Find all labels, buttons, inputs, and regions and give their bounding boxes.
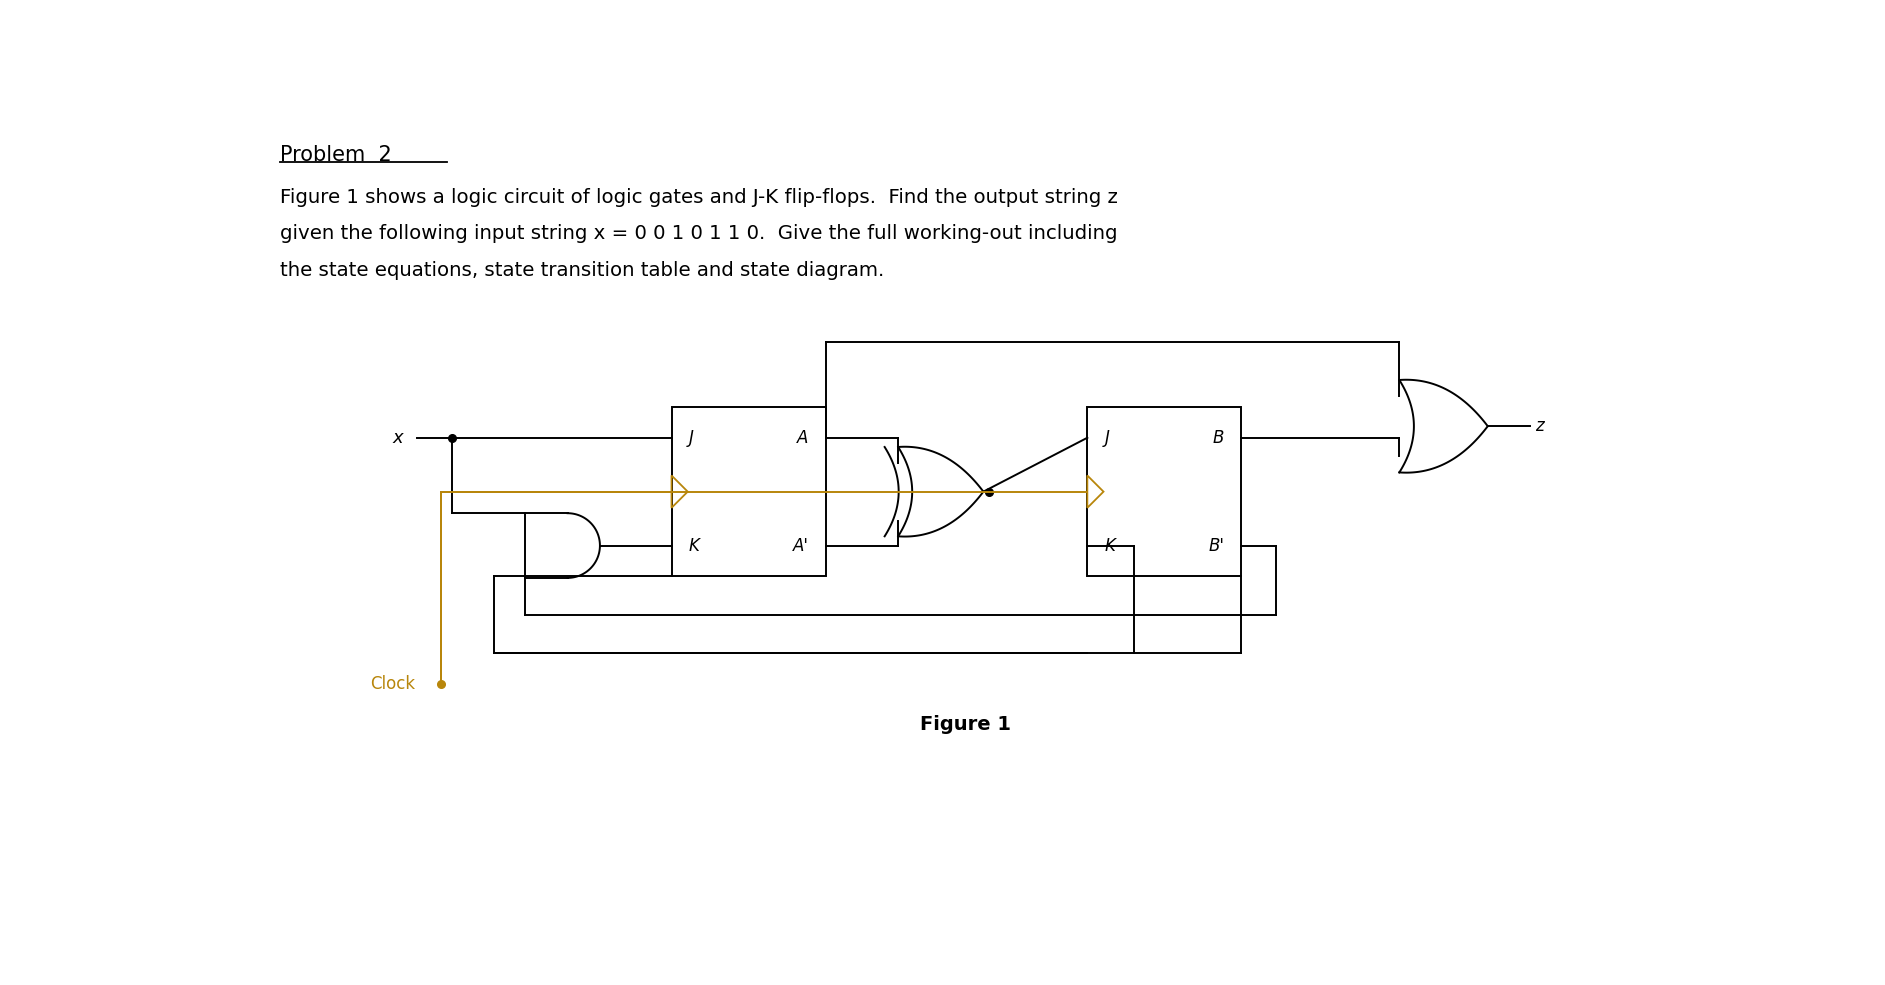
- Text: Figure 1: Figure 1: [920, 715, 1010, 734]
- Text: z: z: [1536, 418, 1544, 435]
- Text: A: A: [797, 428, 809, 447]
- Text: J: J: [1105, 428, 1108, 447]
- Text: B: B: [1214, 428, 1225, 447]
- Text: A': A': [792, 537, 809, 555]
- Text: Problem  2: Problem 2: [281, 145, 392, 165]
- Text: K: K: [1105, 537, 1116, 555]
- Text: J: J: [688, 428, 694, 447]
- Text: K: K: [688, 537, 699, 555]
- Text: given the following input string x = 0 0 1 0 1 1 0.  Give the full working-out i: given the following input string x = 0 0…: [281, 225, 1118, 243]
- Text: the state equations, state transition table and state diagram.: the state equations, state transition ta…: [281, 261, 884, 281]
- Bar: [671, 407, 826, 576]
- Text: x: x: [392, 428, 403, 447]
- Text: Figure 1 shows a logic circuit of logic gates and J-K flip-flops.  Find the outp: Figure 1 shows a logic circuit of logic …: [281, 187, 1118, 207]
- Text: B': B': [1208, 537, 1225, 555]
- Text: Clock: Clock: [369, 675, 415, 693]
- Bar: [1088, 407, 1242, 576]
